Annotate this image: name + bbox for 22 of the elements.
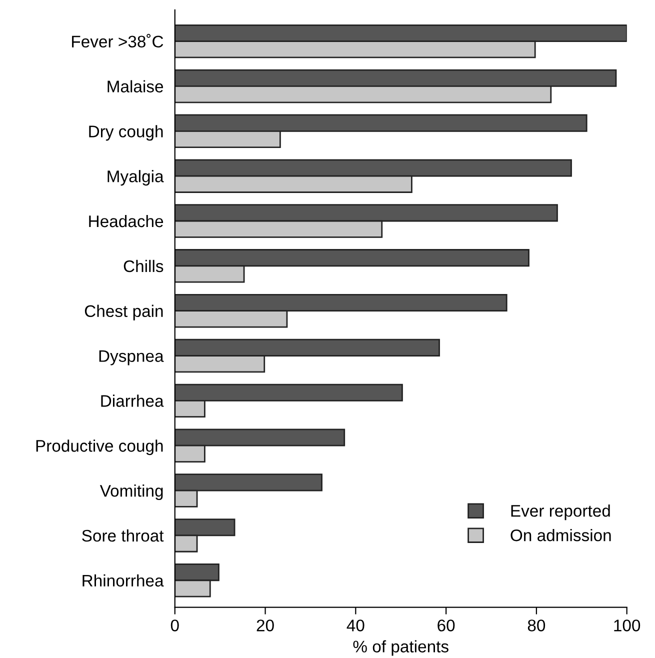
y-tick-label: Dry cough — [89, 125, 163, 141]
y-tick-label: Myalgia — [108, 170, 164, 186]
x-tick-label: 20 — [256, 620, 274, 632]
x-tick-label: 100 — [614, 620, 640, 632]
x-tick-label: 0 — [170, 620, 179, 632]
x-tick-label: 80 — [528, 620, 546, 632]
y-tick-label: Sore throat — [82, 529, 164, 542]
y-tick-label: Malaise — [108, 80, 164, 92]
y-tick-label: Dyspnea — [99, 350, 164, 366]
y-tick-label: Vomiting — [100, 484, 163, 500]
x-tick-label: 60 — [438, 620, 455, 632]
y-tick-label: Fever >38˚C — [72, 34, 164, 48]
y-tick-label: Rhinorrhea — [82, 574, 164, 587]
x-axis-title: % of patients — [353, 640, 448, 656]
y-tick-label: Chest pain — [84, 304, 163, 320]
legend-label: Ever reported — [511, 504, 610, 520]
y-tick-label: Diarrhea — [101, 394, 164, 407]
x-tick-label: 40 — [346, 620, 364, 632]
legend-label: On admission — [510, 529, 611, 542]
y-tick-label: Chills — [124, 260, 164, 272]
y-tick-label: Headache — [89, 214, 164, 228]
y-tick-label: Productive cough — [36, 440, 163, 456]
